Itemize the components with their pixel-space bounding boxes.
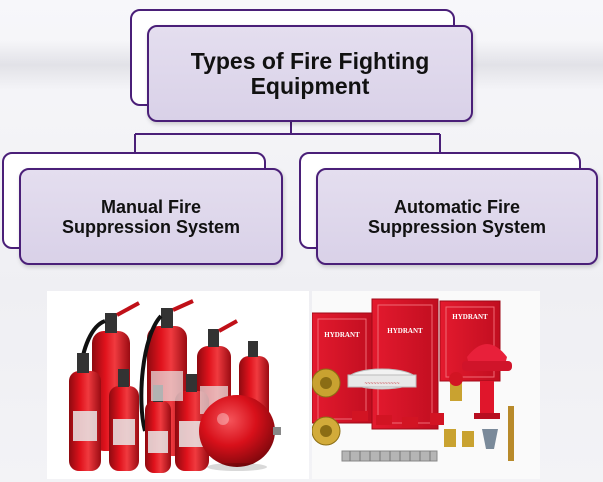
hydrant-equipment-photo: HYDRANT HYDRANT HYDRANT ~~~~~~~~~~~~ [312, 291, 540, 479]
fire-extinguishers-photo [47, 291, 309, 479]
cabinet-label-3: HYDRANT [452, 313, 488, 321]
manual-suppression-label: Manual Fire Suppression System [61, 196, 241, 237]
fire-extinguisher-icon [69, 299, 281, 473]
automatic-suppression-node: Automatic Fire Suppression System [316, 168, 598, 265]
hydrant-icon: HYDRANT HYDRANT HYDRANT ~~~~~~~~~~~~ [312, 298, 514, 462]
root-node-title: Types of Fire Fighting Equipment [190, 47, 430, 99]
root-node: Types of Fire Fighting Equipment [147, 25, 473, 122]
cabinet-label-2: HYDRANT [387, 327, 423, 335]
svg-text:~~~~~~~~~~~~: ~~~~~~~~~~~~ [364, 381, 399, 387]
automatic-suppression-label: Automatic Fire Suppression System [367, 196, 547, 237]
manual-suppression-node: Manual Fire Suppression System [19, 168, 283, 265]
cabinet-label-1: HYDRANT [324, 331, 360, 339]
